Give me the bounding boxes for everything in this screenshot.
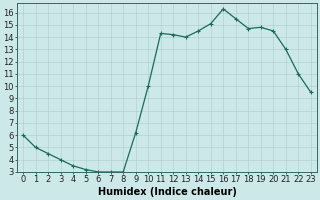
X-axis label: Humidex (Indice chaleur): Humidex (Indice chaleur)	[98, 187, 236, 197]
